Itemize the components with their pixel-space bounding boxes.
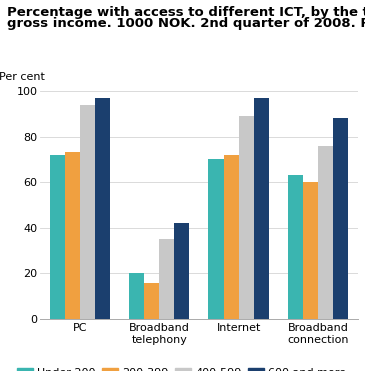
Bar [159, 239, 174, 319]
Bar [333, 118, 348, 319]
Legend: Under 200, 200-399, 400-599, 600 and more: Under 200, 200-399, 400-599, 600 and mor… [17, 368, 346, 371]
Bar [208, 159, 223, 319]
Text: Per cent: Per cent [0, 72, 45, 82]
Bar [318, 146, 333, 319]
Bar [239, 116, 254, 319]
Bar [80, 105, 95, 319]
Bar [254, 98, 269, 319]
Bar [95, 98, 110, 319]
Bar [50, 155, 65, 319]
Bar [288, 175, 303, 319]
Bar [144, 283, 159, 319]
Bar [129, 273, 144, 319]
Bar [223, 155, 239, 319]
Bar [65, 152, 80, 319]
Text: gross income. 1000 NOK. 2nd quarter of 2008. Per cent: gross income. 1000 NOK. 2nd quarter of 2… [7, 17, 365, 30]
Bar [174, 223, 189, 319]
Text: Percentage with access to different ICT, by the total: Percentage with access to different ICT,… [7, 6, 365, 19]
Bar [303, 182, 318, 319]
